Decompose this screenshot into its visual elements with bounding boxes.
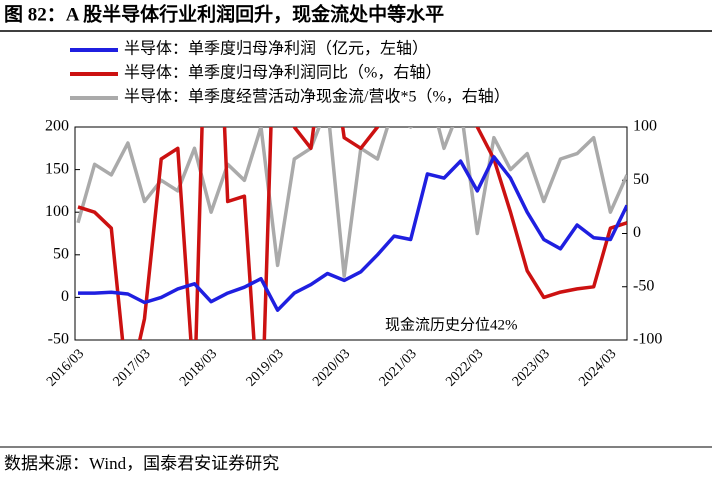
x-tick-label: 2020/03 <box>310 346 353 389</box>
y2-tick-label: 50 <box>633 171 649 188</box>
source: 数据来源：Wind，国泰君安证券研究 <box>4 454 279 473</box>
y2-tick-label: -50 <box>633 277 654 294</box>
y-tick-label: 0 <box>61 288 69 305</box>
x-tick-label: 2022/03 <box>443 346 486 389</box>
y2-tick-label: -100 <box>633 331 662 348</box>
x-tick-label: 2021/03 <box>377 346 420 389</box>
y2-tick-label: 0 <box>633 224 641 241</box>
x-tick-label: 2023/03 <box>510 346 553 389</box>
series-line <box>77 127 627 340</box>
y-tick-label: 150 <box>45 160 69 177</box>
chart-title: 图 82：A 股半导体行业利润回升，现金流处中等水平 <box>4 2 444 25</box>
x-tick-label: 2016/03 <box>44 346 87 389</box>
y-tick-label: 50 <box>53 245 69 262</box>
legend-label: 半导体：单季度归母净利润（亿元，左轴） <box>124 40 428 58</box>
annotation: 现金流历史分位42% <box>385 316 518 333</box>
series-line <box>76 127 627 278</box>
series-line <box>78 155 627 312</box>
y-tick-label: 100 <box>45 203 69 220</box>
x-tick-label: 2019/03 <box>244 346 287 389</box>
x-tick-label: 2018/03 <box>177 346 220 389</box>
x-tick-label: 2017/03 <box>111 346 154 389</box>
y-tick-label: 200 <box>45 118 69 135</box>
lines <box>76 127 627 340</box>
y2-tick-label: 100 <box>633 118 657 135</box>
legend-label: 半导体：单季度归母净利润同比（%，右轴） <box>124 64 441 82</box>
x-tick-label: 2024/03 <box>576 346 619 389</box>
legend-label: 半导体：单季度经营活动净现金流/营收*5（%，右轴） <box>124 88 510 106</box>
y-tick-label: -50 <box>48 331 69 348</box>
